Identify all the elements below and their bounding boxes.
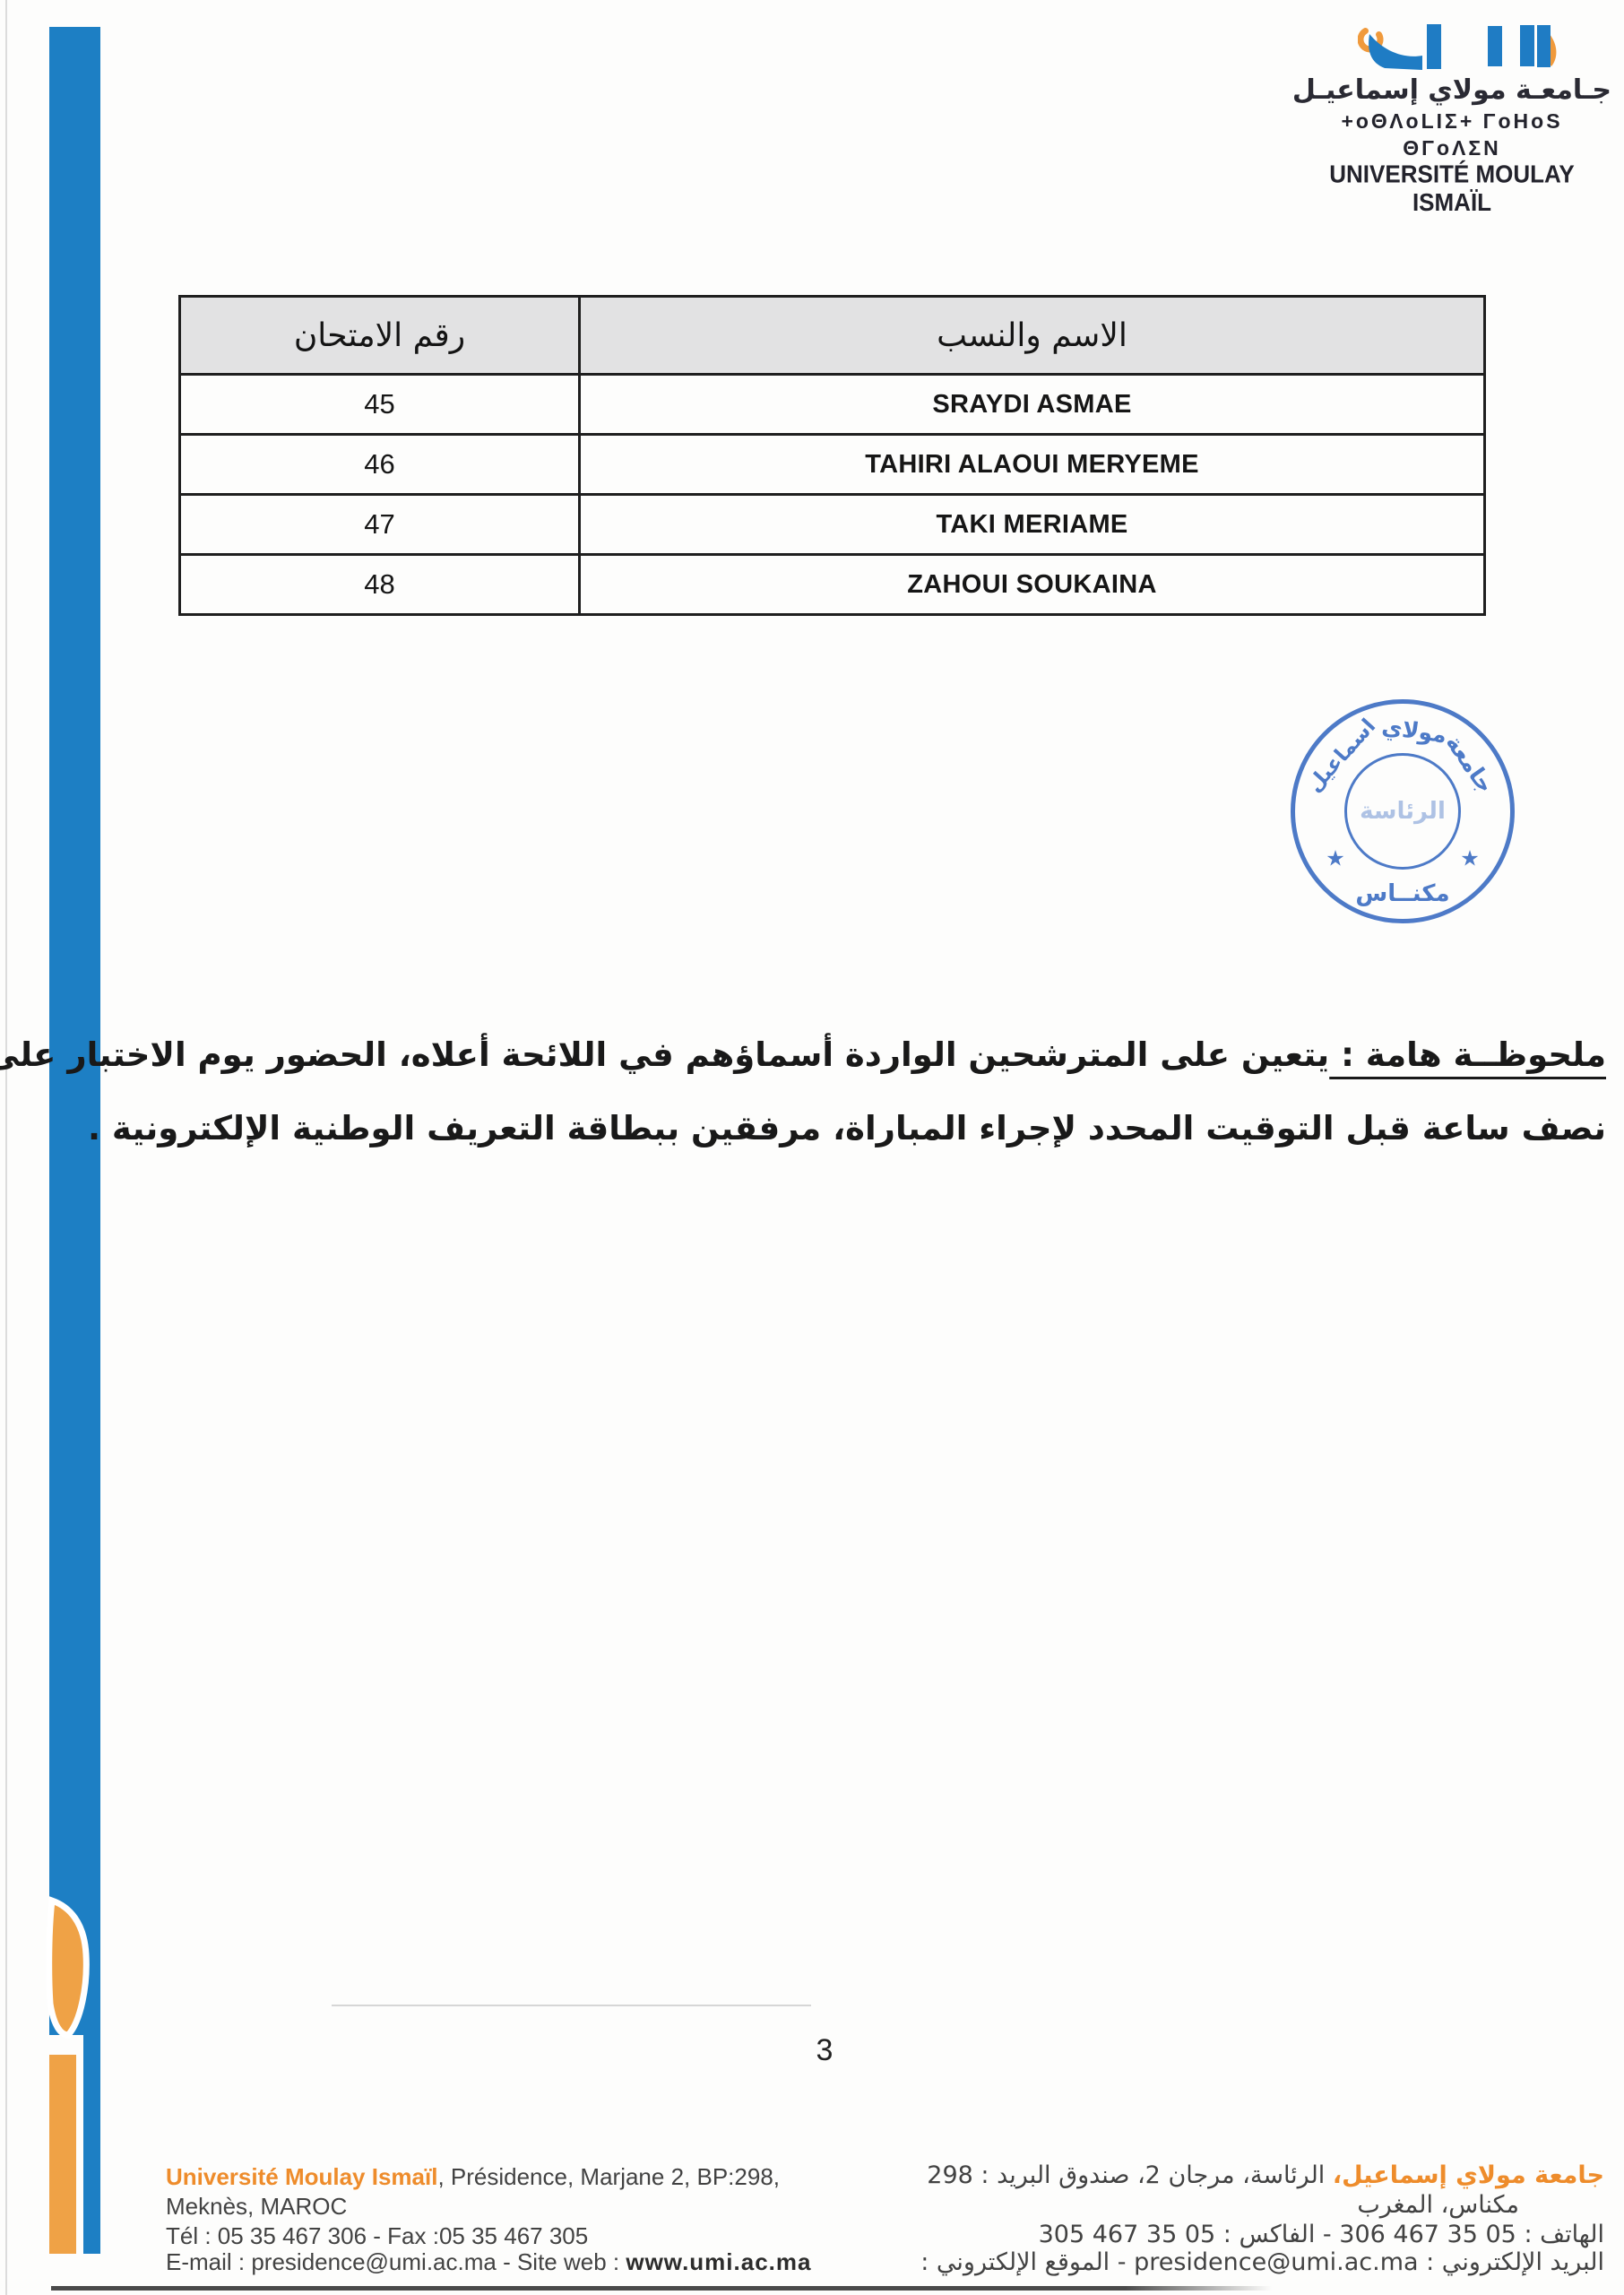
- university-logo-icon: [1358, 24, 1557, 70]
- stamp-inner-ring: [1344, 753, 1461, 870]
- candidate-name: SRAYDI ASMAE: [578, 373, 1486, 436]
- column-header-name: الاسم والنسب: [578, 295, 1486, 376]
- candidates-table: الاسم والنسب رقم الامتحان SRAYDI ASMAE 4…: [178, 295, 1486, 616]
- table-row: SRAYDI ASMAE 45: [178, 373, 1486, 436]
- letterhead-orange-bar: [49, 2055, 76, 2254]
- footer-email-website-line: E-mail : presidence@umi.ac.ma - Site web…: [166, 2248, 1604, 2276]
- candidate-name: TAKI MERIAME: [578, 493, 1486, 556]
- stamp-star-icon: ★: [1326, 846, 1345, 871]
- stamp-star-icon: ★: [1460, 846, 1480, 871]
- footer-fr-city: Meknès, MAROC: [166, 2193, 348, 2220]
- important-note: ملحوظــة هامة : يتعين على المترشحين الوا…: [0, 1018, 1606, 1165]
- university-name-tifinagh: +oΘΛoLIΣ+ ΓoHoS ΘΓoΛΣN: [1341, 109, 1563, 160]
- stamp-city-text: مكنــاس: [1355, 880, 1450, 907]
- university-name-arabic: جـامعـة مولاي إسماعيـل: [1291, 74, 1612, 106]
- table-header-row: الاسم والنسب رقم الامتحان: [178, 295, 1486, 376]
- stamp-center-text: الرئاسة: [1360, 798, 1446, 825]
- candidate-name: ZAHOUI SOUKAINA: [578, 553, 1486, 616]
- footer-fr-address: , Présidence, Marjane 2, BP:298,: [437, 2163, 780, 2190]
- footer-website-url: www.umi.ac.ma: [626, 2248, 812, 2275]
- footer-ar-city: مكناس، المغرب: [1357, 2191, 1519, 2219]
- scanner-bottom-line: [51, 2286, 1272, 2291]
- exam-number: 48: [178, 553, 581, 616]
- footer-french-block: Université Moulay Ismaïl, Présidence, Ma…: [166, 2162, 780, 2251]
- footer-email-website-left: E-mail : presidence@umi.ac.ma - Site web…: [166, 2248, 811, 2276]
- official-round-stamp: جامعة مولاي اسماعيل مكنــاس الرئاسة ★ ★: [1268, 677, 1537, 946]
- table-row: TAHIRI ALAOUI MERYEME 46: [178, 433, 1486, 496]
- exam-number: 45: [178, 373, 581, 436]
- footer-ar-address: الرئاسة، مرجان 2، صندوق البريد : 298: [927, 2161, 1333, 2189]
- footer-ar-phone-fax: الهاتف : 05 35 467 306 - الفاكس : 05 35 …: [1038, 2221, 1604, 2248]
- university-logo-text: جـامعـة مولاي إسماعيـل +oΘΛoLIΣ+ ΓoHoS Θ…: [1291, 74, 1613, 217]
- footer-ar-email-label: البريد الإلكتروني : presidence@umi.ac.ma…: [920, 2248, 1604, 2276]
- footer-arabic-block: جامعة مولاي إسماعيل، الرئاسة، مرجان 2، ص…: [927, 2161, 1604, 2249]
- table-row: TAKI MERIAME 47: [178, 493, 1486, 556]
- column-header-exam-number: رقم الامتحان: [178, 295, 581, 376]
- footer-ar-line-1: جامعة مولاي إسماعيل، الرئاسة، مرجان 2، ص…: [927, 2161, 1604, 2190]
- footer-ar-org-name: جامعة مولاي إسماعيل،: [1332, 2161, 1604, 2189]
- exam-number: 47: [178, 493, 581, 556]
- stamp-outer-ring: [1291, 699, 1515, 923]
- note-line-2: نصف ساعة قبل التوقيت المحدد لإجراء المبا…: [87, 1109, 1606, 1148]
- letterhead-blue-bar-lower: [83, 2035, 100, 2254]
- footer-fr-org-name: Université Moulay Ismaïl: [166, 2163, 438, 2190]
- footer-fr-email-label: E-mail : presidence@umi.ac.ma - Site web…: [166, 2248, 626, 2275]
- note-line-1: ملحوظــة هامة : يتعين على المترشحين الوا…: [0, 1018, 1606, 1092]
- footer-fr-phone-fax: Tél : 05 35 467 306 - Fax :05 35 467 305: [166, 2222, 589, 2249]
- page-number: 3: [816, 2033, 834, 2067]
- letterhead-orange-leaf-icon: [46, 1896, 90, 2039]
- note-label: ملحوظــة هامة :: [1329, 1035, 1606, 1074]
- note-line-1-text: يتعين على المترشحين الواردة أسماؤهم في ا…: [0, 1035, 1330, 1074]
- scanner-edge-line: [5, 0, 7, 2295]
- university-name-french: UNIVERSITÉ MOULAY ISMAÏL: [1329, 160, 1575, 217]
- footer-fr-line-1: Université Moulay Ismaïl, Présidence, Ma…: [166, 2162, 780, 2192]
- letterhead-blue-bar: [49, 27, 100, 2035]
- candidate-name: TAHIRI ALAOUI MERYEME: [578, 433, 1486, 496]
- exam-number: 46: [178, 433, 581, 496]
- table-row: ZAHOUI SOUKAINA 48: [178, 553, 1486, 616]
- scan-fold-line: [332, 2005, 811, 2006]
